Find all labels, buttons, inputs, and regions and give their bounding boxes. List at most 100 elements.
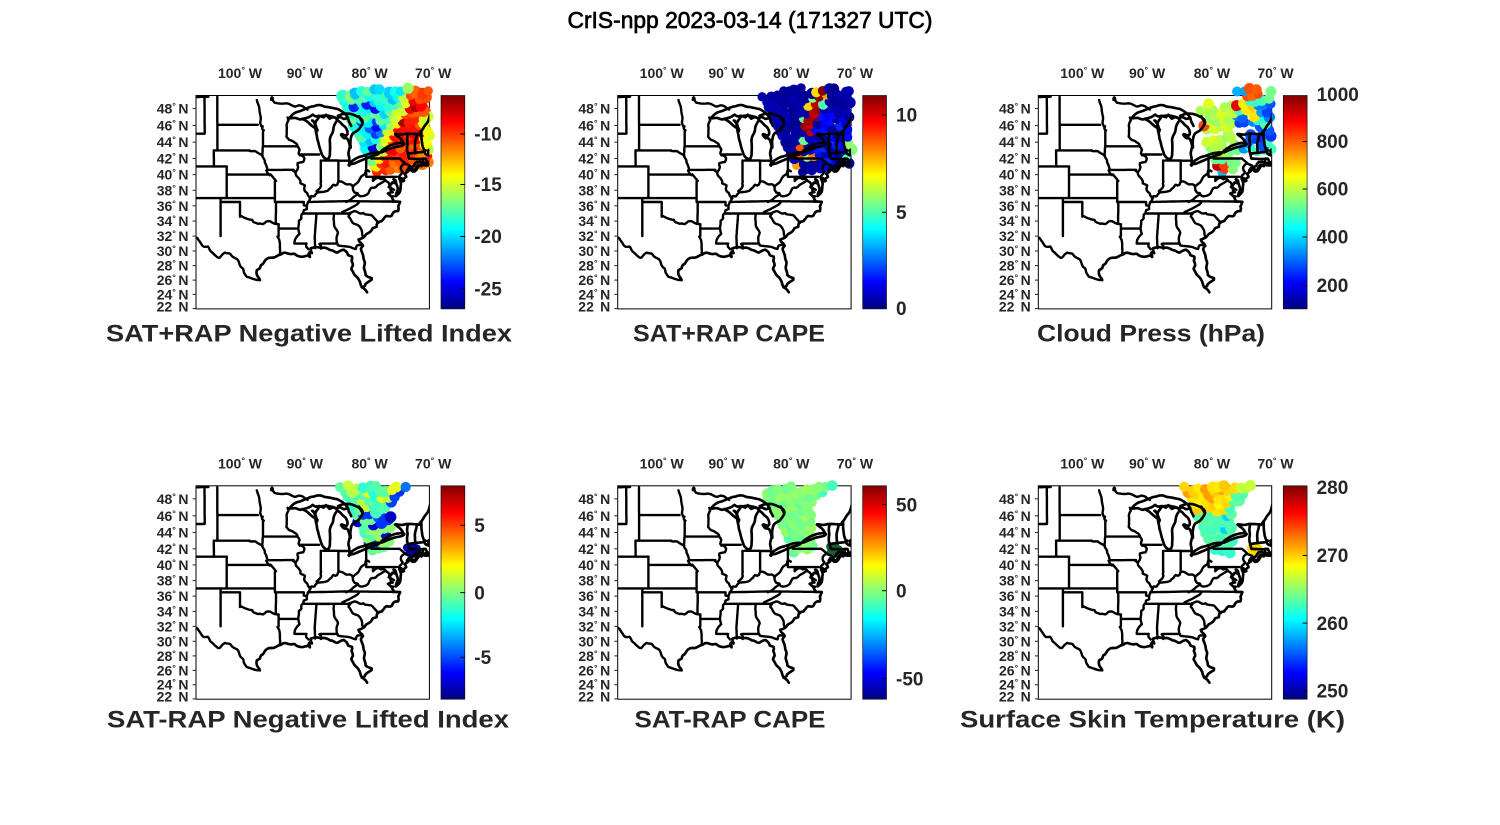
svg-text:80° W: 80° W xyxy=(1194,65,1231,81)
svg-text:5: 5 xyxy=(474,516,485,537)
svg-text:30°N: 30° N xyxy=(999,633,1031,649)
svg-text:26°N: 26° N xyxy=(999,272,1031,288)
svg-text:10: 10 xyxy=(896,106,917,127)
svg-text:34°N: 34° N xyxy=(578,213,610,229)
svg-text:46°N: 46° N xyxy=(578,118,610,134)
svg-text:28°N: 28° N xyxy=(578,648,610,664)
svg-text:600: 600 xyxy=(1317,180,1349,201)
svg-text:28°N: 28° N xyxy=(157,648,189,664)
svg-text:-25: -25 xyxy=(474,280,502,301)
svg-text:70° W: 70° W xyxy=(415,65,452,81)
svg-text:28°N: 28° N xyxy=(999,648,1031,664)
svg-text:32°N: 32° N xyxy=(578,618,610,634)
svg-text:50: 50 xyxy=(896,495,917,516)
svg-text:SAT-RAP CAPE: SAT-RAP CAPE xyxy=(635,706,826,733)
svg-text:48°N: 48° N xyxy=(578,101,610,117)
svg-text:0: 0 xyxy=(896,299,907,320)
svg-text:100° W: 100° W xyxy=(640,455,685,471)
svg-text:1000: 1000 xyxy=(1317,85,1359,106)
svg-text:34°N: 34° N xyxy=(157,603,189,619)
svg-text:800: 800 xyxy=(1317,132,1349,153)
svg-text:90° W: 90° W xyxy=(708,65,745,81)
svg-text:24°N: 24° N xyxy=(157,677,189,693)
svg-text:80° W: 80° W xyxy=(773,65,810,81)
svg-text:48°N: 48° N xyxy=(999,491,1031,507)
svg-text:34°N: 34° N xyxy=(157,213,189,229)
svg-text:42°N: 42° N xyxy=(157,541,189,557)
svg-text:70° W: 70° W xyxy=(1257,65,1294,81)
svg-text:44°N: 44° N xyxy=(157,134,189,150)
svg-text:-5: -5 xyxy=(474,648,491,669)
svg-text:36°N: 36° N xyxy=(157,588,189,604)
svg-text:90° W: 90° W xyxy=(1129,455,1166,471)
svg-text:42°N: 42° N xyxy=(578,151,610,167)
svg-text:80° W: 80° W xyxy=(351,65,388,81)
svg-text:30°N: 30° N xyxy=(578,243,610,259)
svg-text:32°N: 32° N xyxy=(157,618,189,634)
svg-text:30°N: 30° N xyxy=(999,243,1031,259)
svg-text:38°N: 38° N xyxy=(157,573,189,589)
svg-text:70° W: 70° W xyxy=(415,455,452,471)
svg-text:42°N: 42° N xyxy=(157,151,189,167)
svg-text:100° W: 100° W xyxy=(640,65,685,81)
svg-text:36°N: 36° N xyxy=(578,588,610,604)
svg-text:32°N: 32° N xyxy=(999,618,1031,634)
svg-text:26°N: 26° N xyxy=(157,662,189,678)
svg-text:44°N: 44° N xyxy=(999,134,1031,150)
svg-text:24°N: 24° N xyxy=(578,286,610,302)
svg-text:30°N: 30° N xyxy=(157,633,189,649)
svg-text:34°N: 34° N xyxy=(999,603,1031,619)
svg-text:46°N: 46° N xyxy=(157,508,189,524)
svg-text:0: 0 xyxy=(474,583,485,604)
svg-text:100° W: 100° W xyxy=(218,65,263,81)
svg-text:250: 250 xyxy=(1317,682,1349,703)
svg-text:30°N: 30° N xyxy=(157,243,189,259)
svg-text:46°N: 46° N xyxy=(578,508,610,524)
svg-text:30°N: 30° N xyxy=(578,633,610,649)
svg-text:38°N: 38° N xyxy=(578,182,610,198)
svg-text:42°N: 42° N xyxy=(999,541,1031,557)
svg-text:80° W: 80° W xyxy=(773,455,810,471)
svg-text:32°N: 32° N xyxy=(999,228,1031,244)
svg-text:70° W: 70° W xyxy=(837,65,874,81)
svg-text:Cloud Press (hPa): Cloud Press (hPa) xyxy=(1037,320,1265,347)
svg-text:38°N: 38° N xyxy=(999,182,1031,198)
svg-text:40°N: 40° N xyxy=(578,167,610,183)
svg-text:270: 270 xyxy=(1317,546,1349,567)
svg-text:80° W: 80° W xyxy=(1194,455,1231,471)
svg-text:38°N: 38° N xyxy=(578,573,610,589)
svg-text:24°N: 24° N xyxy=(999,286,1031,302)
svg-text:28°N: 28° N xyxy=(578,258,610,274)
svg-text:26°N: 26° N xyxy=(999,662,1031,678)
svg-text:90° W: 90° W xyxy=(287,455,324,471)
svg-text:40°N: 40° N xyxy=(999,167,1031,183)
svg-text:90° W: 90° W xyxy=(708,455,745,471)
svg-text:-20: -20 xyxy=(474,227,501,248)
svg-text:26°N: 26° N xyxy=(578,272,610,288)
svg-text:Surface Skin Temperature (K): Surface Skin Temperature (K) xyxy=(960,706,1345,733)
svg-text:28°N: 28° N xyxy=(157,258,189,274)
svg-text:26°N: 26° N xyxy=(578,662,610,678)
svg-text:48°N: 48° N xyxy=(999,101,1031,117)
svg-text:36°N: 36° N xyxy=(157,198,189,214)
svg-text:40°N: 40° N xyxy=(578,557,610,573)
svg-text:48°N: 48° N xyxy=(157,101,189,117)
svg-text:100° W: 100° W xyxy=(218,455,263,471)
svg-text:-10: -10 xyxy=(474,125,501,146)
svg-text:24°N: 24° N xyxy=(999,677,1031,693)
svg-text:CrIS-npp 2023-03-14 (171327 UT: CrIS-npp 2023-03-14 (171327 UTC) xyxy=(568,7,933,33)
svg-text:44°N: 44° N xyxy=(999,525,1031,541)
svg-text:-50: -50 xyxy=(896,669,923,690)
svg-text:90° W: 90° W xyxy=(1129,65,1166,81)
svg-text:48°N: 48° N xyxy=(157,491,189,507)
svg-text:24°N: 24° N xyxy=(578,677,610,693)
svg-text:32°N: 32° N xyxy=(578,228,610,244)
svg-text:24°N: 24° N xyxy=(157,286,189,302)
svg-text:32°N: 32° N xyxy=(157,228,189,244)
svg-text:70° W: 70° W xyxy=(1257,455,1294,471)
svg-text:42°N: 42° N xyxy=(578,541,610,557)
svg-text:SAT-RAP Negative Lifted Index: SAT-RAP Negative Lifted Index xyxy=(107,706,509,733)
svg-text:36°N: 36° N xyxy=(999,198,1031,214)
svg-text:-15: -15 xyxy=(474,175,502,196)
svg-text:44°N: 44° N xyxy=(578,525,610,541)
